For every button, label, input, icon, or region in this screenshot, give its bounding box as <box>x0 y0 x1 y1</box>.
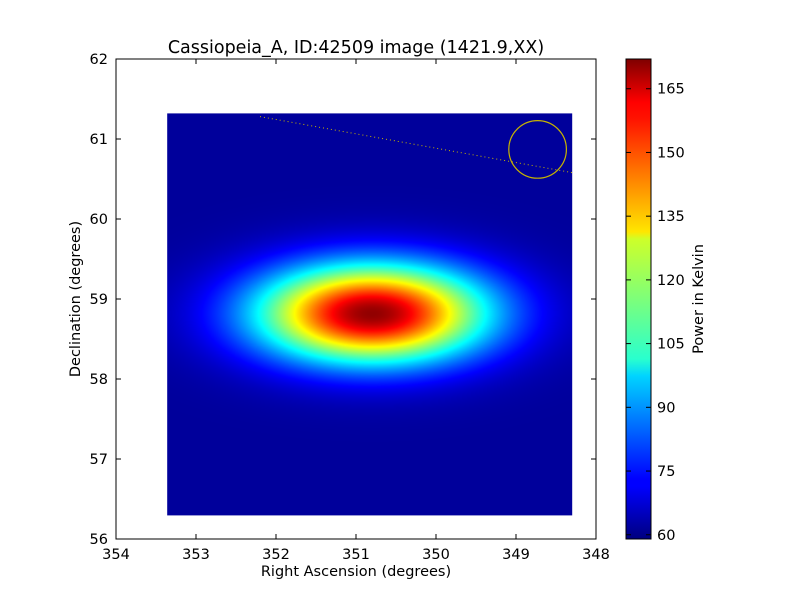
y-tick-label: 56 <box>90 532 108 548</box>
colorbar-axis: 60 75 90 105 120 135 150 165 <box>626 82 685 544</box>
x-tick-label: 353 <box>182 547 210 563</box>
dotted-overlay-line <box>259 116 573 174</box>
x-axis: 354 353 352 351 350 349 348 <box>102 59 610 563</box>
x-axis-label: Right Ascension (degrees) <box>261 564 451 580</box>
overlay-layer <box>259 116 573 179</box>
x-tick-label: 351 <box>342 547 370 563</box>
x-tick-label: 349 <box>502 547 530 563</box>
colorbar-tick-label: 120 <box>657 273 685 289</box>
y-tick-label: 57 <box>90 452 108 468</box>
colorbar-tick-label: 90 <box>657 400 675 416</box>
colorbar <box>625 58 652 540</box>
colorbar-tick-label: 150 <box>657 145 685 161</box>
x-tick-label: 348 <box>582 547 610 563</box>
colorbar-tick-label: 165 <box>657 82 685 98</box>
overlay-circle <box>508 119 567 179</box>
colorbar-tick-label: 60 <box>657 528 675 544</box>
y-axis-label: Declination (degrees) <box>68 221 84 377</box>
y-tick-label: 62 <box>90 52 108 68</box>
x-tick-label: 352 <box>262 547 290 563</box>
colorbar-label: Power in Kelvin <box>691 244 707 354</box>
x-tick-label: 350 <box>422 547 450 563</box>
colorbar-tick-label: 105 <box>657 337 685 353</box>
y-axis: 56 57 58 59 60 61 62 <box>90 52 596 548</box>
y-tick-label: 59 <box>90 292 108 308</box>
y-tick-label: 60 <box>90 212 108 228</box>
heatmap-image <box>167 113 573 516</box>
chart-title: Cassiopeia_A, ID:42509 image (1421.9,XX) <box>168 38 544 58</box>
y-tick-label: 58 <box>90 372 108 388</box>
y-tick-label: 61 <box>90 132 108 148</box>
colorbar-tick-label: 135 <box>657 209 685 225</box>
x-tick-label: 354 <box>102 547 130 563</box>
colorbar-tick-label: 75 <box>657 464 675 480</box>
